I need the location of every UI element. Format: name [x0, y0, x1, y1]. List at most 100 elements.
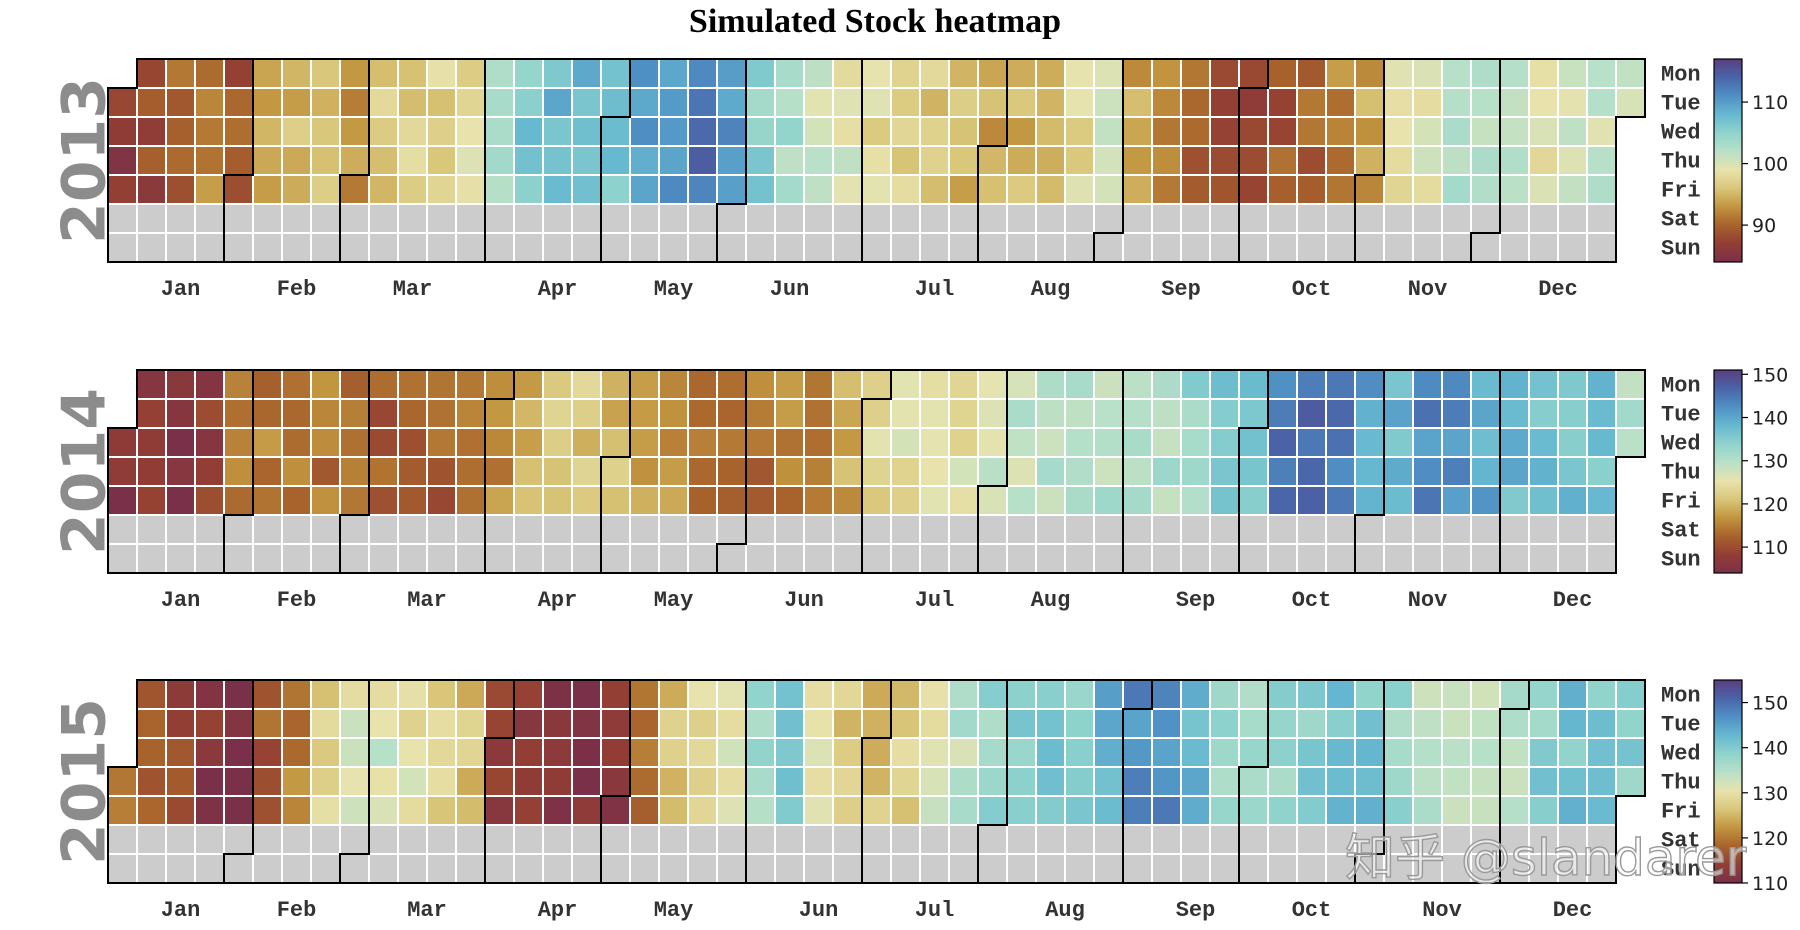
- heatmap-cell: [455, 514, 486, 545]
- heatmap-cell: [1209, 679, 1240, 710]
- heatmap-cell: [919, 116, 950, 147]
- heatmap-cell: [484, 737, 515, 768]
- heatmap-cell: [600, 708, 631, 739]
- heatmap-cell: [1441, 737, 1472, 768]
- heatmap-cell: [1441, 456, 1472, 487]
- heatmap-cell: [1499, 398, 1530, 429]
- heatmap-cell: [1470, 795, 1501, 826]
- year-panel-2014: 2014 Jan Feb Mar Apr May Jun Jul Aug Sep Oct Nov Dec…: [50, 364, 1789, 613]
- heatmap-cell: [484, 58, 515, 89]
- heatmap-cell: [832, 824, 863, 855]
- heatmap-cell: [832, 708, 863, 739]
- heatmap-cell: [977, 87, 1008, 118]
- heatmap-cell: [803, 58, 834, 89]
- heatmap-cell: [571, 485, 602, 516]
- heatmap-cell: [803, 737, 834, 768]
- heatmap-cell: [774, 679, 805, 710]
- heatmap-cell: [1296, 795, 1327, 826]
- heatmap-cell: [948, 795, 979, 826]
- heatmap-cell: [1093, 737, 1124, 768]
- heatmap-cell: [1296, 456, 1327, 487]
- heatmap-cell: [890, 427, 921, 458]
- heatmap-cell: [1122, 116, 1153, 147]
- heatmap-cell: [1412, 174, 1443, 205]
- heatmap-cell: [136, 543, 167, 574]
- heatmap-cell: [223, 427, 254, 458]
- heatmap-cell: [542, 456, 573, 487]
- heatmap-cell: [1006, 232, 1037, 263]
- heatmap-cell: [1557, 679, 1588, 710]
- heatmap-cell: [1064, 737, 1095, 768]
- heatmap-cell: [1470, 232, 1501, 263]
- chart-title: Simulated Stock heatmap: [689, 3, 1061, 40]
- colorbar: 90 100 110: [1713, 58, 1788, 263]
- heatmap-cell: [310, 737, 341, 768]
- heatmap-cell: [252, 369, 283, 400]
- heatmap-cell: [774, 824, 805, 855]
- heatmap-cell: [948, 427, 979, 458]
- heatmap-cell: [948, 174, 979, 205]
- heatmap-cell: [658, 708, 689, 739]
- heatmap-cell: [832, 116, 863, 147]
- heatmap-cell: [919, 58, 950, 89]
- heatmap-cell: [658, 87, 689, 118]
- heatmap-cell: [716, 514, 747, 545]
- heatmap-cell: [1180, 232, 1211, 263]
- heatmap-cell: [1383, 145, 1414, 176]
- heatmap-cell: [1238, 116, 1269, 147]
- heatmap-cell: [1296, 369, 1327, 400]
- heatmap-cell: [1064, 485, 1095, 516]
- heatmap-cell: [600, 456, 631, 487]
- heatmap-cell: [1238, 824, 1269, 855]
- heatmap-cell: [252, 145, 283, 176]
- heatmap-cell: [310, 708, 341, 739]
- heatmap-cell: [1586, 485, 1617, 516]
- heatmap-cell: [600, 427, 631, 458]
- month-label-jun: Jun: [784, 588, 824, 613]
- heatmap-cell: [1528, 679, 1559, 710]
- heatmap-cell: [571, 853, 602, 884]
- heatmap-cell: [194, 543, 225, 574]
- heatmap-cell: [1267, 679, 1298, 710]
- heatmap-cell: [368, 485, 399, 516]
- heatmap-cell: [310, 58, 341, 89]
- heatmap-cell: [687, 679, 718, 710]
- heatmap-cell: [1354, 232, 1385, 263]
- heatmap-cell: [1383, 232, 1414, 263]
- heatmap-cell: [1615, 58, 1646, 89]
- heatmap-cell: [1267, 824, 1298, 855]
- heatmap-cell: [1528, 116, 1559, 147]
- heatmap-cell: [136, 679, 167, 710]
- heatmap-cell: [600, 174, 631, 205]
- heatmap-cell: [658, 543, 689, 574]
- heatmap-cell: [1151, 456, 1182, 487]
- heatmap-cell: [919, 398, 950, 429]
- heatmap-cell: [803, 853, 834, 884]
- heatmap-cell: [513, 514, 544, 545]
- heatmap-cell: [1035, 456, 1066, 487]
- heatmap-cell: [136, 737, 167, 768]
- heatmap-cell: [455, 795, 486, 826]
- heatmap-cell: [1267, 203, 1298, 234]
- weekday-label-sat: Sat: [1661, 829, 1701, 854]
- heatmap-cell: [1557, 87, 1588, 118]
- heatmap-cell: [803, 679, 834, 710]
- heatmap-cell: [948, 456, 979, 487]
- heatmap-cell: [165, 766, 196, 797]
- heatmap-cell: [1151, 708, 1182, 739]
- heatmap-cell: [194, 737, 225, 768]
- heatmap-cell: [1586, 737, 1617, 768]
- heatmap-cell: [252, 795, 283, 826]
- heatmap-cell: [1296, 766, 1327, 797]
- heatmap-cell: [1267, 174, 1298, 205]
- heatmap-cell: [484, 485, 515, 516]
- heatmap-cell: [1035, 145, 1066, 176]
- heatmap-cell: [977, 853, 1008, 884]
- heatmap-cell: [1557, 485, 1588, 516]
- heatmap-cell: [832, 679, 863, 710]
- heatmap-cell: [310, 766, 341, 797]
- heatmap-cell: [1586, 543, 1617, 574]
- heatmap-cell: [513, 485, 544, 516]
- heatmap-cell: [194, 485, 225, 516]
- heatmap-cell: [977, 203, 1008, 234]
